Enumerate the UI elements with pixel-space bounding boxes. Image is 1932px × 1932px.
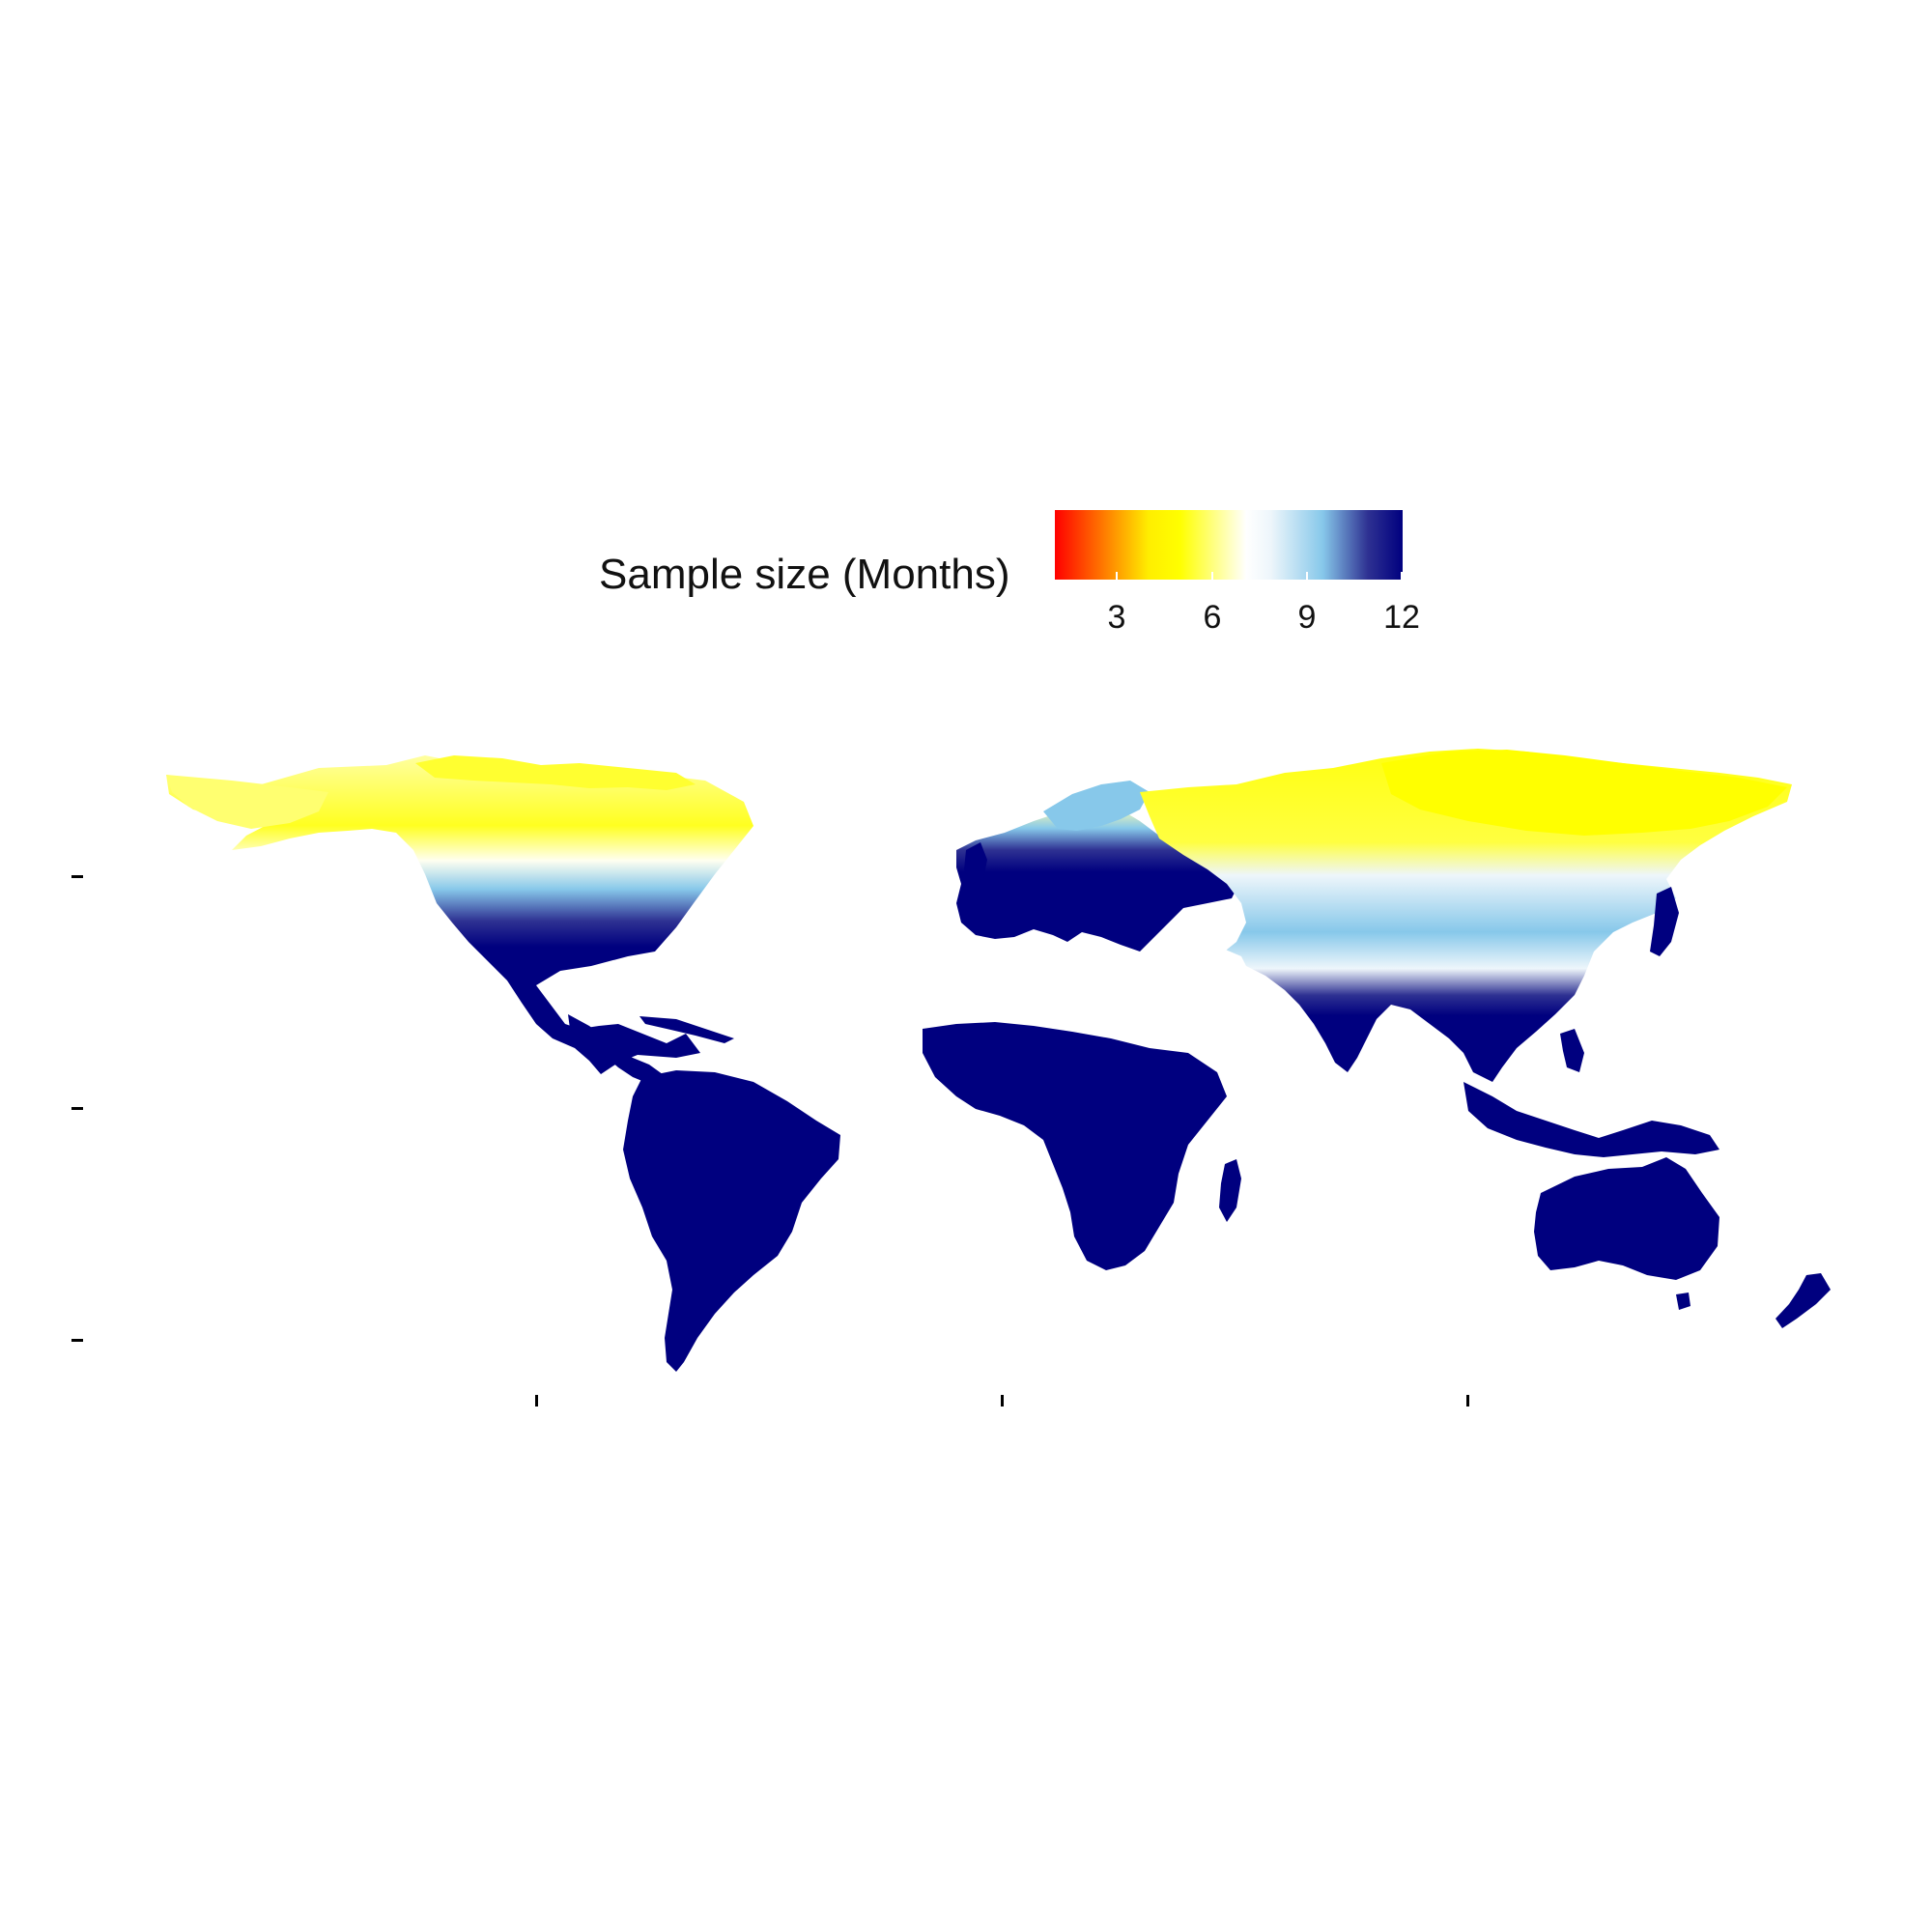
legend-tick-6 <box>1211 572 1213 580</box>
region-siberia <box>1381 750 1787 836</box>
legend-tick-9 <box>1306 572 1308 580</box>
region-caribbean <box>639 1016 734 1043</box>
region-greenland <box>734 746 850 845</box>
region-north-america <box>166 755 753 1074</box>
legend-label-9: 9 <box>1297 599 1317 636</box>
legend-label-12: 12 <box>1383 599 1420 636</box>
y-axis-tick-2 <box>71 1107 83 1110</box>
legend-tick-12 <box>1401 572 1403 580</box>
region-japan <box>1650 887 1679 956</box>
region-british-isles <box>964 842 987 884</box>
legend-label-6: 6 <box>1203 599 1222 636</box>
region-tasmania <box>1676 1293 1690 1310</box>
y-axis-tick-3 <box>71 1339 83 1342</box>
region-arabia <box>1159 942 1256 1029</box>
region-arctic-islands <box>415 755 696 790</box>
region-africa <box>923 1022 1227 1270</box>
region-scandinavia <box>1043 781 1150 831</box>
region-new-zealand <box>1776 1273 1831 1328</box>
legend-title: Sample size (Months) <box>599 551 1010 598</box>
legend-tick-3 <box>1116 572 1118 580</box>
region-alaska <box>166 775 328 829</box>
legend-colorbar <box>1055 510 1403 580</box>
region-madagascar <box>1219 1159 1241 1222</box>
legend-label-3: 3 <box>1107 599 1126 636</box>
region-australia <box>1534 1157 1719 1280</box>
y-axis-tick-1 <box>71 875 83 878</box>
x-axis-tick-2 <box>1001 1395 1004 1406</box>
region-maritime-se-asia <box>1463 1082 1719 1157</box>
x-axis-tick-3 <box>1466 1395 1469 1406</box>
x-axis-tick-1 <box>535 1395 538 1406</box>
region-philippines <box>1560 1029 1584 1072</box>
region-central-america <box>568 1014 676 1094</box>
region-south-america <box>623 1070 840 1372</box>
